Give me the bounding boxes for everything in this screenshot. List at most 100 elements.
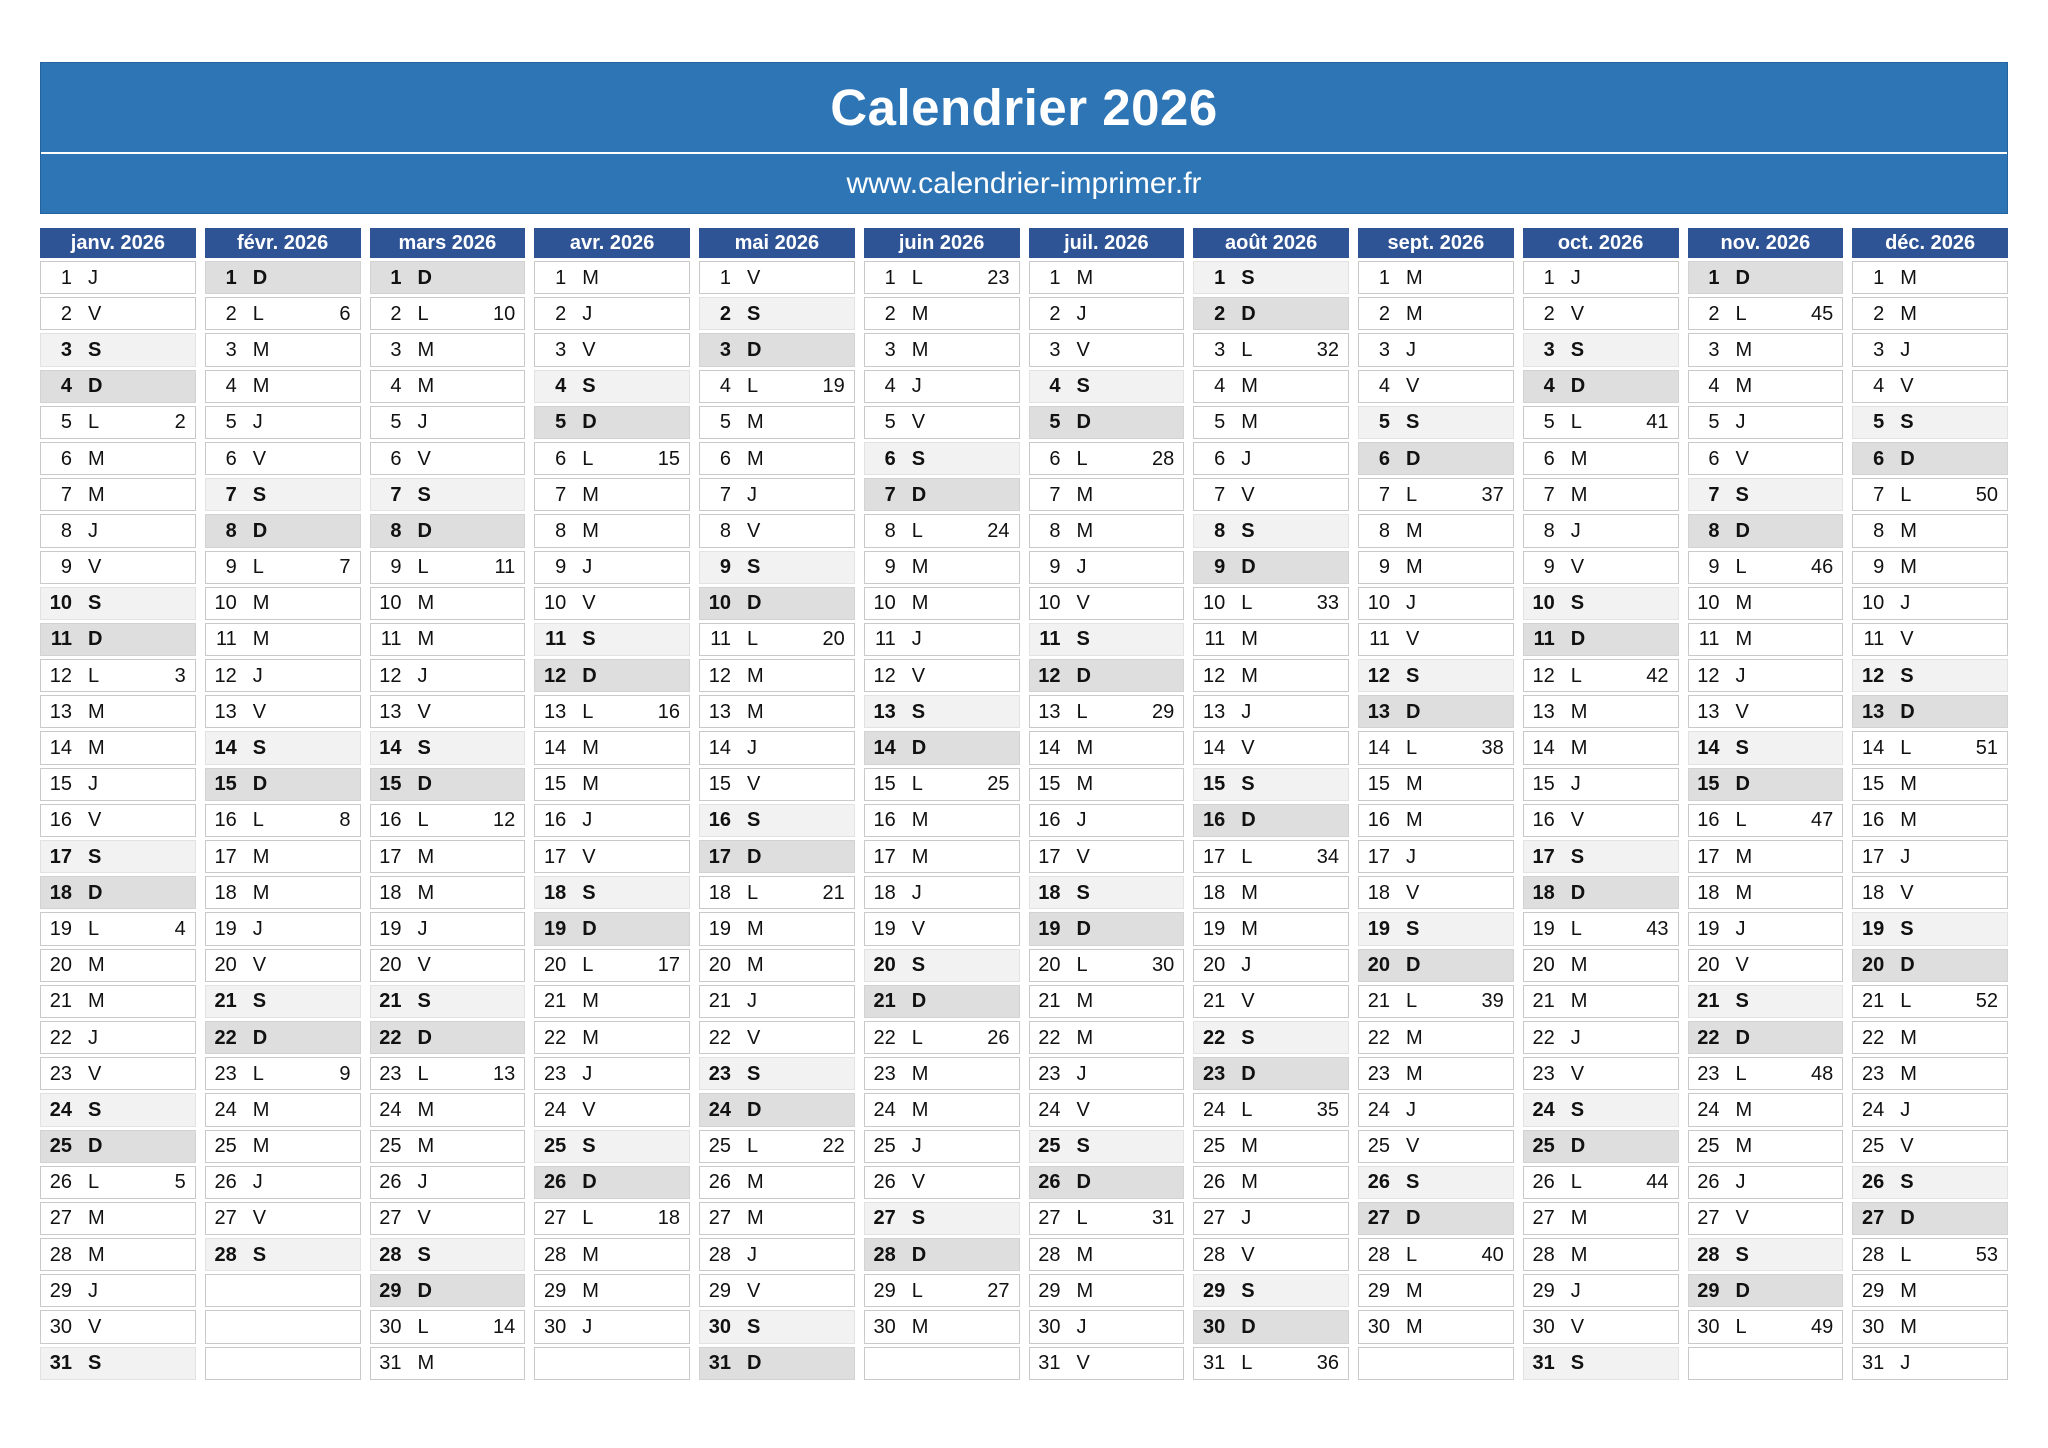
day-number: 4 — [60, 375, 72, 398]
weekday-letter: M — [88, 700, 105, 723]
weekday-letter: S — [1735, 737, 1749, 760]
weekday-letter: V — [1076, 1352, 1090, 1375]
weekday-letter: S — [1570, 592, 1585, 615]
day-number: 9 — [60, 556, 72, 579]
day-number: 16 — [214, 809, 237, 832]
day-number: 16 — [873, 809, 896, 832]
weekday-letter: V — [252, 447, 267, 470]
weekday-letter: M — [1900, 266, 1917, 289]
day-cell: 25 V — [1852, 1129, 2008, 1163]
weekday-letter: S — [1735, 1243, 1749, 1266]
day-cell: 24 V — [1028, 1093, 1185, 1127]
day-cell: 30 M — [1852, 1310, 2008, 1344]
day-cell: 23 S — [699, 1057, 855, 1091]
weekday-letter: V — [1570, 1062, 1585, 1085]
day-cell: 21 M — [1028, 984, 1185, 1018]
week-number: 40 — [1481, 1243, 1504, 1266]
weekday-letter: L — [1735, 1062, 1747, 1085]
weekday-letter: V — [1735, 954, 1749, 977]
day-cell: 3 L 32 — [1193, 333, 1349, 367]
day-number: 26 — [214, 1171, 237, 1194]
day-number: 15 — [708, 773, 731, 796]
weekday-letter: J — [582, 302, 593, 325]
weekday-letter: M — [1570, 954, 1588, 977]
day-cell: 23 M — [1852, 1057, 2008, 1091]
weekday-letter: S — [582, 375, 596, 398]
day-cell: 26 M — [699, 1165, 855, 1199]
day-cell: 18 M — [1687, 876, 1844, 910]
day-cell: 23 J — [1028, 1057, 1185, 1091]
day-cell: 16 L 8 — [204, 803, 361, 837]
day-cell: 15 M — [1358, 767, 1514, 801]
day-number: 26 — [1038, 1171, 1061, 1194]
weekday-letter: M — [911, 592, 929, 615]
weekday-letter: V — [1076, 845, 1090, 868]
weekday-letter: L — [417, 302, 429, 325]
day-number: 1 — [1214, 266, 1226, 289]
weekday-letter: M — [1406, 266, 1423, 289]
weekday-letter: V — [88, 809, 102, 832]
day-number: 10 — [49, 592, 72, 615]
day-cell: 20 M — [699, 948, 855, 982]
weekday-letter: L — [911, 519, 923, 542]
day-number: 27 — [708, 1207, 731, 1230]
day-number: 30 — [873, 1316, 896, 1339]
day-number: 13 — [1532, 700, 1555, 723]
day-number: 12 — [873, 664, 896, 687]
weekday-letter: S — [417, 1243, 431, 1266]
weekday-letter: D — [1570, 375, 1586, 398]
week-number: 33 — [1316, 592, 1339, 615]
day-number: 13 — [708, 700, 731, 723]
day-number: 7 — [390, 483, 402, 506]
day-number: 22 — [1532, 1026, 1555, 1049]
day-number: 24 — [379, 1098, 402, 1121]
day-number: 7 — [1543, 483, 1555, 506]
day-cell: 29 D — [369, 1274, 526, 1308]
weekday-letter: M — [1406, 1316, 1423, 1339]
day-cell: 31 S — [40, 1346, 196, 1380]
day-number: 23 — [379, 1062, 402, 1085]
day-number: 6 — [719, 447, 731, 470]
weekday-letter: M — [417, 1135, 435, 1158]
weekday-letter: M — [1735, 375, 1753, 398]
day-cell: 19 V — [863, 912, 1020, 946]
day-cell: 18 S — [1028, 876, 1185, 910]
day-cell: 11 M — [204, 622, 361, 657]
day-cell: 15 M — [1028, 767, 1185, 801]
weekday-letter: M — [747, 664, 764, 687]
weekday-letter: L — [417, 809, 429, 832]
day-cell: 27 S — [863, 1201, 1020, 1236]
day-cell: 28 S — [369, 1238, 526, 1272]
day-number: 4 — [1873, 375, 1885, 398]
weekday-letter: J — [1241, 447, 1252, 470]
day-number: 29 — [49, 1279, 72, 1302]
day-number: 13 — [214, 700, 237, 723]
day-cell: 11 S — [1028, 622, 1185, 657]
day-number: 21 — [1367, 990, 1390, 1013]
weekday-letter: J — [1900, 1352, 1911, 1375]
day-cell: 21 M — [534, 984, 690, 1018]
weekday-letter: L — [88, 917, 100, 940]
weekday-letter: D — [911, 990, 927, 1013]
month-column: oct. 2026 1 J 2 V 3 S 4 D 5 L 41 6 M 7 M 8 J 9 V 10 S 11 D 12 L 42… — [1522, 228, 1679, 1383]
day-cell: 22 M — [1358, 1020, 1514, 1055]
day-cell: 10 J — [1852, 586, 2008, 620]
day-number: 15 — [1697, 773, 1720, 796]
day-number: 2 — [1873, 302, 1885, 325]
month-column: juin 2026 1 L 23 2 M 3 M 4 J 5 V 6 S 7 D 8 L 24 9 M 10 M 11 J 12 V… — [863, 228, 1020, 1383]
weekday-letter: M — [252, 1135, 270, 1158]
weekday-letter: D — [747, 1352, 762, 1375]
weekday-letter: S — [252, 483, 267, 506]
day-number: 18 — [1038, 881, 1061, 904]
day-cell: 21 M — [1522, 984, 1679, 1018]
day-cell: 23 M — [863, 1057, 1020, 1091]
